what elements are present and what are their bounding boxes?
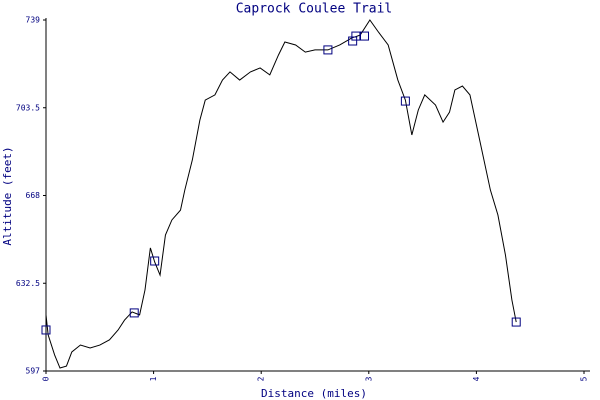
y-tick-label: 597 [26, 367, 41, 376]
elevation-line [45, 19, 517, 369]
y-tick-label: 668 [26, 191, 41, 200]
chart-title: Caprock Coulee Trail [236, 2, 393, 17]
y-tick-label: 739 [26, 16, 41, 25]
waypoint-marker [323, 45, 333, 55]
waypoint-marker [348, 36, 358, 46]
waypoint-marker [129, 308, 139, 318]
waypoint-marker [511, 317, 521, 327]
x-tick-label: 0 [42, 376, 51, 381]
waypoint-marker [400, 96, 410, 106]
waypoint-marker [150, 256, 160, 266]
x-axis-label: Distance (miles) [261, 387, 367, 400]
y-tick-label: 703.5 [16, 103, 40, 112]
x-tick-label: 3 [364, 376, 373, 381]
x-tick-label: 1 [149, 376, 158, 381]
y-axis-label: Altitude (feet) [1, 146, 14, 245]
waypoint-marker [41, 325, 51, 335]
x-tick-label: 5 [580, 376, 589, 381]
y-tick-label: 632.5 [16, 279, 40, 288]
x-tick-label: 4 [472, 376, 481, 381]
waypoint-marker [351, 31, 361, 41]
x-tick-label: 2 [257, 376, 266, 381]
waypoint-marker [359, 31, 369, 41]
